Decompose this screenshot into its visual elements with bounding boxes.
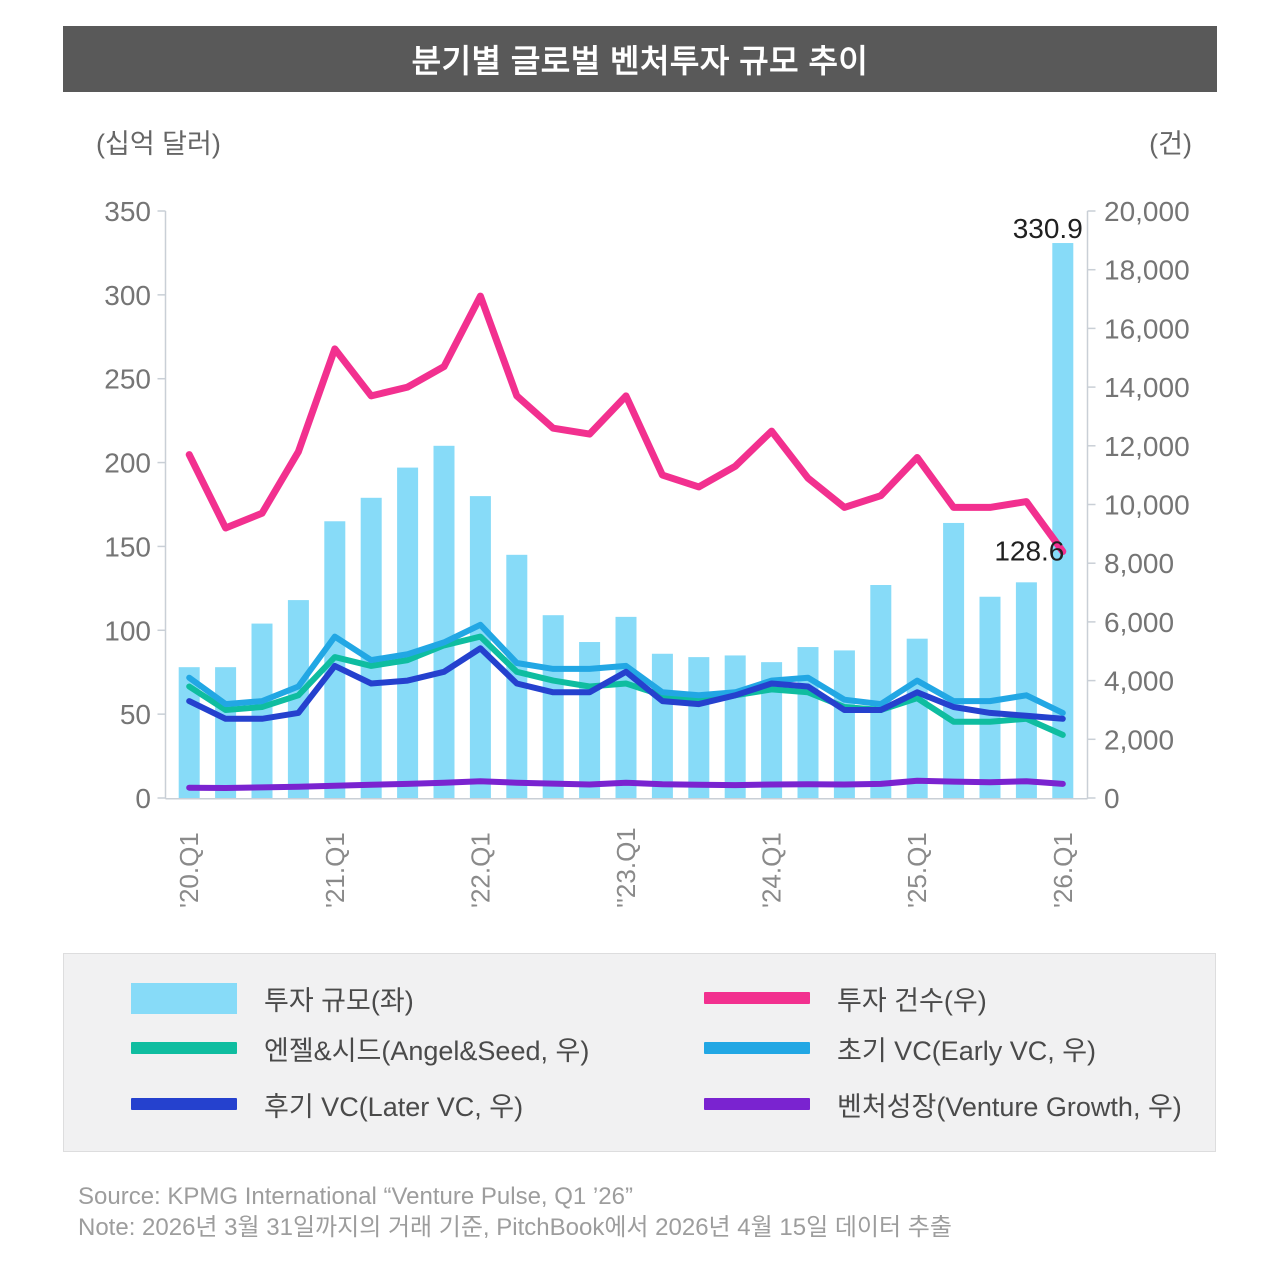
series-line-blue [186,645,1066,722]
bar-value-annotation: 128.6 [994,535,1064,566]
legend-label: 투자 건수(우) [837,985,987,1016]
legend-swatch-bar [131,982,237,1014]
investment-amount-bar [979,596,1001,798]
left-axis-tick-label: 0 [135,783,151,814]
right-axis-unit-label: (건) [1149,129,1192,159]
investment-amount-bar [615,616,637,798]
investment-amount-bar [1052,243,1074,798]
legend-swatch-purple [704,1098,810,1110]
bar-value-annotation: 330.9 [1013,213,1083,244]
investment-amount-bar [506,554,528,798]
investment-amount-bar [724,655,746,798]
investment-amount-bar [397,467,419,798]
legend-label: 후기 VC(Later VC, 우) [264,1091,524,1122]
chart-footer: Source: KPMG International “Venture Puls… [78,1181,952,1243]
legend-label: 초기 VC(Early VC, 우) [837,1035,1097,1066]
left-axis-tick-label: 150 [104,531,151,562]
x-axis-tick-label: '22.Q1 [465,832,495,908]
left-axis-tick-label: 50 [120,699,151,730]
right-axis-tick-label: 14,000 [1104,372,1190,403]
x-axis-tick-label: '21.Q1 [320,832,350,908]
series-line-purple [186,777,1066,791]
investment-amount-bar [651,653,673,798]
x-axis-tick-label: '20.Q1 [174,832,204,908]
legend-label: 엔젤&시드(Angel&Seed, 우) [264,1035,590,1066]
legend-item: 초기 VC(Early VC, 우) [704,1030,1096,1066]
right-axis-tick-label: 12,000 [1104,431,1190,462]
legend-item: 투자 건수(우) [704,980,987,1016]
x-axis-tick-label: '25.Q1 [902,832,932,908]
investment-amount-bar [215,667,237,798]
investment-amount-bar [797,647,819,798]
left-axis-tick-label: 200 [104,448,151,479]
legend-label: 투자 규모(좌) [264,985,414,1016]
legend-label: 벤처성장(Venture Growth, 우) [837,1091,1182,1122]
investment-amount-bar [360,497,382,798]
investment-amount-bar [287,600,309,798]
x-axis-tick-label: '24.Q1 [757,832,787,908]
left-axis-unit-label: (십억 달러) [96,129,221,159]
investment-amount-bar [906,638,928,798]
chart-title: 분기별 글로벌 벤처투자 규모 추이 [411,43,869,79]
investment-amount-bar [433,445,455,798]
investment-amount-bar [1015,582,1037,798]
right-axis-tick-label: 6,000 [1104,607,1174,638]
legend-swatch-teal [131,1042,237,1054]
investment-amount-bar [833,650,855,798]
investment-amount-bar [542,615,564,798]
right-axis-tick-label: 18,000 [1104,255,1190,286]
left-axis-tick-label: 250 [104,364,151,395]
right-axis-tick-label: 16,000 [1104,313,1190,344]
legend-item: 엔젤&시드(Angel&Seed, 우) [131,1030,589,1066]
investment-amount-bar [761,662,783,798]
legend-swatch-cyan [704,1042,810,1054]
source-note: Source: KPMG International “Venture Puls… [78,1183,633,1210]
legend-item: 투자 규모(좌) [131,980,414,1016]
right-axis-tick-label: 20,000 [1104,196,1190,227]
right-axis-tick-label: 0 [1104,783,1120,814]
x-axis-tick-label: '26.Q1 [1048,832,1078,908]
investment-amount-bar [251,623,273,798]
right-axis-tick-label: 4,000 [1104,666,1174,697]
right-axis-tick-label: 2,000 [1104,724,1174,755]
investment-amount-bar [943,522,965,798]
legend-item: 후기 VC(Later VC, 우) [131,1086,523,1122]
legend-item: 벤처성장(Venture Growth, 우) [704,1086,1182,1122]
chart-title-bar: 분기별 글로벌 벤처투자 규모 추이 [63,26,1217,92]
investment-amount-bar [688,657,710,798]
series-line-teal [186,633,1066,738]
investment-amount-bar [870,585,892,798]
series-line-cyan [186,621,1066,716]
legend-swatch-blue [131,1098,237,1110]
series-line-pink [185,292,1067,555]
left-axis-tick-label: 300 [104,280,151,311]
right-axis-tick-label: 8,000 [1104,548,1174,579]
left-axis-tick-label: 350 [104,196,151,227]
data-note: Note: 2026년 3월 31일까지의 거래 기준, PitchBook에서… [78,1214,952,1241]
chart-legend: 투자 규모(좌) 투자 건수(우) 엔젤&시드(Angel&Seed, 우) 초기 V… [63,953,1216,1152]
legend-swatch-pink [704,992,810,1004]
investment-amount-bar [579,642,601,798]
left-axis-tick-label: 100 [104,615,151,646]
investment-amount-bar [178,667,200,798]
right-axis-tick-label: 10,000 [1104,490,1190,521]
x-axis-tick-label: ''23.Q1 [611,827,641,908]
